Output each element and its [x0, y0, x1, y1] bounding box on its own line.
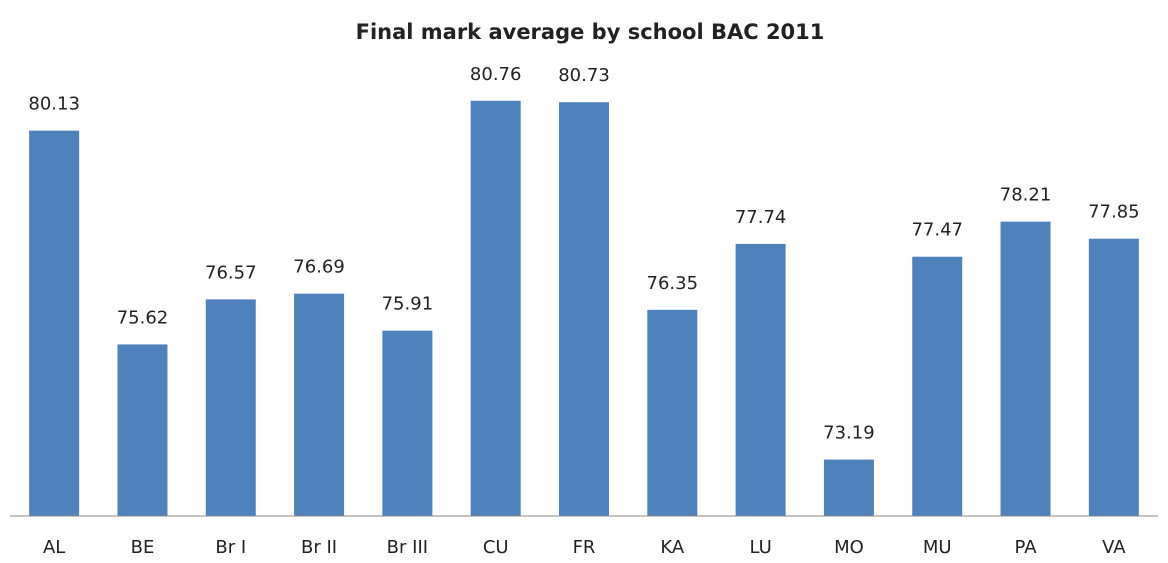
x-tick-label: LU — [749, 537, 771, 558]
x-tick-label: BE — [131, 537, 155, 558]
data-label: 80.13 — [28, 94, 80, 115]
bar — [117, 344, 168, 516]
chart-title: Final mark average by school BAC 2011 — [356, 20, 825, 44]
bar — [912, 256, 963, 516]
data-label: 78.21 — [1000, 185, 1052, 206]
data-label: 77.85 — [1088, 202, 1140, 223]
x-tick-label: FR — [573, 537, 596, 558]
data-label: 77.47 — [911, 220, 963, 241]
data-label: 77.74 — [735, 207, 787, 228]
bar — [29, 130, 80, 516]
data-label: 80.73 — [558, 65, 610, 86]
bar — [382, 330, 433, 516]
data-label: 80.76 — [470, 64, 522, 85]
x-tick-label: PA — [1015, 537, 1038, 558]
x-tick-label: Br II — [301, 537, 337, 558]
bar — [1000, 221, 1051, 516]
bar — [470, 100, 521, 516]
bar — [647, 309, 698, 516]
data-label: 76.35 — [647, 273, 699, 294]
bar — [559, 102, 609, 516]
bar — [823, 459, 874, 516]
bar — [205, 299, 256, 516]
x-tick-label: Br I — [215, 537, 246, 558]
x-tick-label: MO — [834, 537, 864, 558]
data-label: 75.62 — [117, 307, 169, 328]
x-tick-label: KA — [660, 537, 684, 558]
data-label: 73.19 — [823, 423, 875, 444]
x-tick-label: VA — [1102, 537, 1126, 558]
x-tick-label: AL — [43, 537, 65, 558]
bar — [294, 293, 345, 516]
data-label: 76.69 — [293, 257, 345, 278]
bar — [735, 243, 786, 516]
data-label: 75.91 — [382, 294, 434, 315]
data-label: 76.57 — [205, 262, 257, 283]
x-tick-label: MU — [923, 537, 952, 558]
bar — [1088, 238, 1139, 516]
x-tick-label: Br III — [387, 537, 428, 558]
x-tick-label: CU — [483, 537, 509, 558]
